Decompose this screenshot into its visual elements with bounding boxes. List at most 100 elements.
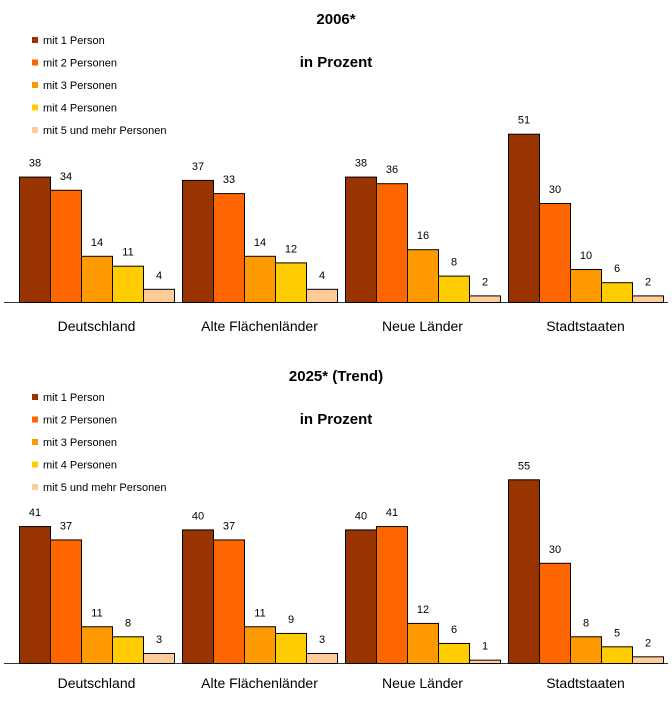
legend-label: mit 5 und mehr Personen bbox=[43, 482, 167, 494]
category-label: Neue Länder bbox=[382, 318, 463, 334]
bar bbox=[601, 646, 633, 664]
data-label: 40 bbox=[355, 510, 367, 522]
legend-swatch bbox=[32, 82, 38, 88]
bar-group: 37 33 14 12 4 bbox=[182, 161, 338, 304]
category-label: Alte Flächenländer bbox=[201, 675, 318, 691]
data-label: 38 bbox=[355, 158, 367, 170]
chart-title: 2025* (Trend) bbox=[289, 368, 383, 385]
bar bbox=[407, 622, 439, 664]
bar bbox=[275, 262, 307, 303]
data-label: 2 bbox=[645, 637, 651, 649]
category-label: Stadtstaaten bbox=[546, 318, 625, 334]
bar-group: 40 37 11 9 3 bbox=[182, 510, 338, 665]
data-label: 16 bbox=[417, 230, 429, 242]
data-label: 3 bbox=[319, 634, 325, 646]
data-label: 2 bbox=[482, 276, 488, 288]
data-label: 6 bbox=[451, 624, 457, 636]
bar bbox=[19, 526, 51, 664]
data-label: 8 bbox=[583, 617, 589, 629]
legend-label: mit 4 Personen bbox=[43, 460, 117, 472]
legend-swatch bbox=[32, 59, 38, 66]
legend-swatch bbox=[32, 416, 38, 423]
bar bbox=[306, 288, 338, 303]
bar bbox=[50, 189, 82, 303]
bar bbox=[213, 539, 245, 664]
legend-swatch bbox=[32, 439, 38, 445]
data-label: 51 bbox=[518, 115, 530, 127]
bar bbox=[345, 529, 377, 665]
bar bbox=[112, 636, 144, 665]
bar-group: 38 36 16 8 2 bbox=[345, 158, 501, 304]
bar bbox=[469, 659, 501, 664]
legend-label: mit 4 Personen bbox=[43, 103, 117, 115]
data-label: 8 bbox=[451, 257, 457, 269]
data-label: 2 bbox=[645, 276, 651, 288]
data-label: 11 bbox=[254, 607, 265, 619]
data-label: 41 bbox=[29, 507, 41, 519]
legend-swatch bbox=[32, 37, 38, 43]
bar-group: 40 41 12 6 1 bbox=[345, 507, 501, 665]
legend-label: mit 2 Personen bbox=[43, 415, 117, 427]
bar bbox=[345, 176, 377, 304]
legend-label: mit 1 Person bbox=[43, 392, 105, 404]
bar bbox=[50, 539, 82, 664]
legend-swatch bbox=[32, 461, 38, 468]
bar bbox=[112, 265, 144, 304]
data-label: 6 bbox=[614, 263, 620, 275]
category-label: Alte Flächenländer bbox=[201, 318, 318, 334]
data-label: 41 bbox=[386, 507, 398, 519]
data-label: 36 bbox=[386, 164, 398, 176]
legend-label: mit 5 und mehr Personen bbox=[43, 125, 167, 137]
bar bbox=[508, 133, 540, 303]
legend: mit 1 Person mit 2 Personen mit 3 Personen… bbox=[32, 392, 167, 494]
bar bbox=[213, 193, 245, 304]
bar bbox=[570, 636, 602, 665]
bar bbox=[539, 203, 571, 303]
bar bbox=[182, 179, 214, 303]
legend-label: mit 3 Personen bbox=[43, 80, 117, 92]
bar bbox=[632, 656, 664, 665]
data-label: 33 bbox=[223, 174, 235, 186]
bar bbox=[275, 632, 307, 665]
data-label: 11 bbox=[91, 607, 102, 619]
bar bbox=[601, 282, 633, 304]
bar bbox=[539, 562, 571, 664]
bar bbox=[143, 652, 175, 664]
data-label: 30 bbox=[549, 544, 561, 556]
bar bbox=[81, 255, 113, 303]
data-label: 8 bbox=[125, 617, 131, 629]
bar-group: 41 37 11 8 3 bbox=[19, 507, 175, 665]
bar bbox=[438, 642, 470, 665]
bar bbox=[376, 526, 408, 664]
legend: mit 1 Person mit 2 Personen mit 3 Personen… bbox=[32, 35, 167, 137]
bar bbox=[81, 626, 113, 665]
bar bbox=[244, 626, 276, 665]
category-label: Neue Länder bbox=[382, 675, 463, 691]
data-label: 10 bbox=[580, 250, 592, 262]
bar bbox=[407, 249, 439, 303]
data-label: 12 bbox=[285, 243, 297, 255]
bar-group: 55 30 8 5 2 bbox=[508, 460, 664, 665]
bar bbox=[376, 183, 408, 303]
legend-label: mit 1 Person bbox=[43, 35, 105, 47]
bar bbox=[469, 295, 501, 303]
bar bbox=[244, 255, 276, 303]
legend-swatch bbox=[32, 127, 38, 133]
bar bbox=[143, 288, 175, 303]
data-label: 30 bbox=[549, 184, 561, 196]
bar-group: 51 30 10 6 2 bbox=[508, 115, 664, 304]
category-label: Deutschland bbox=[58, 318, 136, 334]
bar bbox=[19, 176, 51, 304]
category-label: Deutschland bbox=[58, 675, 136, 691]
chart-panel-1: 2006* in Prozent mit 1 Person mit 2 Persone… bbox=[4, 11, 668, 334]
data-label: 37 bbox=[192, 161, 204, 173]
legend-label: mit 3 Personen bbox=[43, 437, 117, 449]
chart-title: 2006* bbox=[316, 11, 355, 28]
data-label: 55 bbox=[518, 460, 530, 472]
legend-swatch bbox=[32, 104, 38, 111]
data-label: 34 bbox=[60, 171, 72, 183]
chart-subtitle: in Prozent bbox=[300, 54, 373, 71]
data-label: 3 bbox=[156, 634, 162, 646]
legend-swatch bbox=[32, 484, 38, 490]
